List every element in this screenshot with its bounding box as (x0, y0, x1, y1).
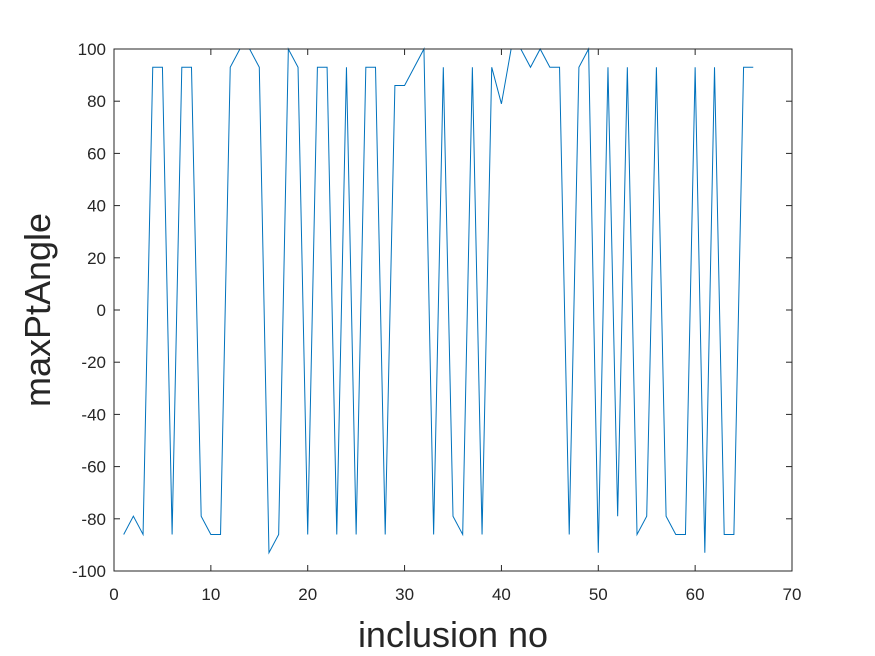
y-axis: -100 -80 -60 -40 -20 0 20 40 60 80 100 (72, 40, 792, 581)
x-tick-label: 20 (298, 585, 317, 604)
x-tick-label: 0 (109, 585, 118, 604)
y-tick-label: -80 (81, 510, 106, 529)
plot-area (114, 49, 792, 571)
y-tick-label: -60 (81, 458, 106, 477)
y-tick-label: -40 (81, 405, 106, 424)
y-tick-label: -100 (72, 562, 106, 581)
x-tick-label: 40 (492, 585, 511, 604)
x-tick-label: 70 (783, 585, 802, 604)
y-tick-label: -20 (81, 353, 106, 372)
series-line (123, 47, 754, 555)
x-axis-label: inclusion no (358, 614, 548, 655)
y-tick-label: 20 (87, 249, 106, 268)
x-axis: 0 10 20 30 40 50 60 70 (109, 49, 801, 604)
x-tick-label: 60 (686, 585, 705, 604)
plot-frame (113, 48, 793, 572)
y-tick-label: 80 (87, 92, 106, 111)
y-axis-label: maxPtAngle (17, 213, 58, 407)
y-tick-label: 0 (97, 301, 106, 320)
x-tick-label: 30 (395, 585, 414, 604)
y-tick-label: 60 (87, 144, 106, 163)
y-tick-label: 100 (78, 40, 106, 59)
x-tick-label: 50 (589, 585, 608, 604)
y-tick-label: 40 (87, 197, 106, 216)
x-tick-label: 10 (201, 585, 220, 604)
